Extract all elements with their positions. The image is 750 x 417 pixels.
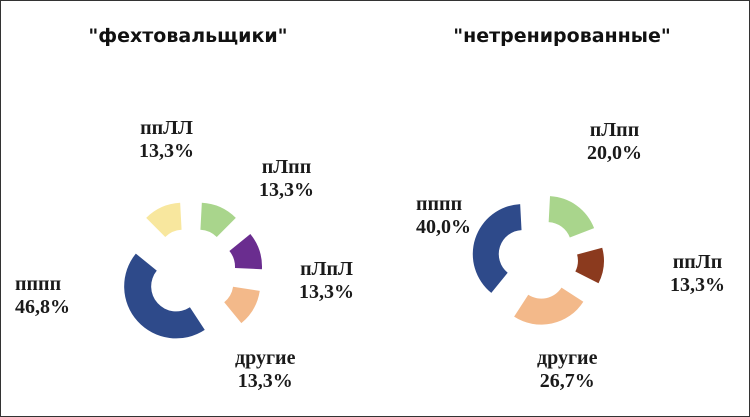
slice-label-value: 40,0% bbox=[416, 216, 471, 238]
slice-label-name: пЛпп bbox=[261, 156, 312, 178]
slice-label-name: другие bbox=[235, 347, 296, 369]
slice-label-name: пппп bbox=[416, 193, 463, 215]
chart-untrained: "нетренированные" пЛпп 20,0% ппЛп 13,3% … bbox=[375, 1, 749, 416]
slice-label: другие 13,3% bbox=[235, 347, 295, 393]
donut-chart-svg bbox=[124, 202, 263, 339]
slice-label: пппп 40,0% bbox=[416, 193, 471, 239]
donut-chart-svg bbox=[472, 196, 604, 325]
chart-title: "нетренированные" bbox=[453, 25, 671, 47]
slice-label-value: 46,8% bbox=[15, 296, 70, 318]
slice-label: другие 26,7% bbox=[537, 347, 597, 393]
slice-label: пЛпп 20,0% bbox=[587, 119, 642, 165]
chart-fencers: "фехтовальщики" ппЛЛ 13,3% пЛпп 13,3% пЛ… bbox=[1, 1, 375, 416]
slice-label-name: пппп bbox=[15, 273, 62, 295]
donut-slice bbox=[124, 253, 205, 339]
slice-label-name: пЛпп bbox=[589, 119, 640, 141]
slice-label-name: ппЛп bbox=[672, 251, 723, 273]
slice-label-value: 13,3% bbox=[237, 370, 293, 392]
donut-slice bbox=[146, 202, 182, 238]
slice-label-value: 13,3% bbox=[670, 274, 725, 296]
slice-label: пЛпп 13,3% bbox=[259, 156, 314, 202]
slice-label-value: 26,7% bbox=[539, 370, 595, 392]
slice-label: пЛпЛ 13,3% bbox=[299, 258, 354, 304]
slice-label: ппЛп 13,3% bbox=[670, 251, 725, 297]
slice-label: пппп 46,8% bbox=[15, 273, 70, 319]
slice-label-value: 13,3% bbox=[139, 140, 194, 162]
donut-slice bbox=[224, 286, 260, 324]
donut-slice bbox=[472, 204, 522, 293]
slice-label-name: ппЛЛ bbox=[140, 117, 193, 139]
donut-slice bbox=[200, 202, 236, 238]
donut-slice bbox=[575, 247, 604, 284]
donut-slice bbox=[229, 233, 263, 270]
slice-label-value: 13,3% bbox=[259, 179, 314, 201]
chart-title: "фехтовальщики" bbox=[88, 25, 288, 47]
slice-label: ппЛЛ 13,3% bbox=[139, 117, 194, 163]
slice-label-value: 20,0% bbox=[587, 142, 642, 164]
donut-slice bbox=[514, 287, 584, 325]
slice-label-name: другие bbox=[537, 347, 598, 369]
donut-slice bbox=[548, 196, 595, 238]
slice-label-name: пЛпЛ bbox=[300, 258, 353, 280]
slice-label-value: 13,3% bbox=[299, 281, 354, 303]
